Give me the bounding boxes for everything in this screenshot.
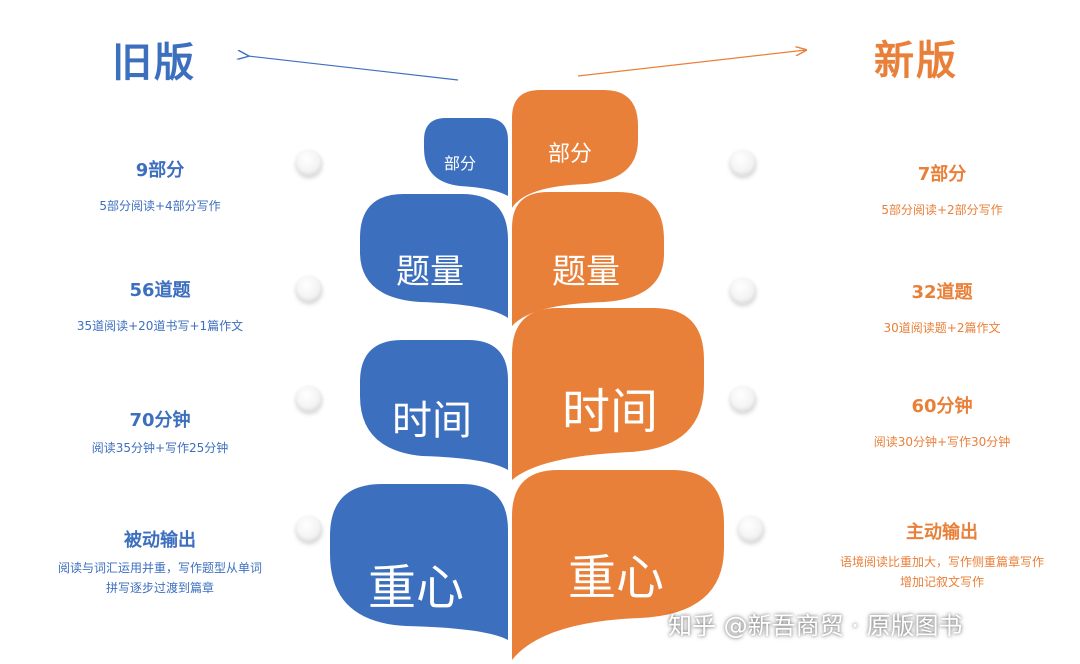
old-leaf-parts xyxy=(424,118,508,196)
old-parts-dot-icon xyxy=(296,150,322,176)
old-focus-detail-line1: 阅读与词汇运用并重，写作题型从单词 xyxy=(57,561,262,575)
new-parts-headline: 7部分 xyxy=(917,164,967,185)
old-parts-info: 9部分 5部分阅读+4部分写作 xyxy=(40,156,280,216)
old-time-info: 70分钟 阅读35分钟+写作25分钟 xyxy=(40,406,280,458)
new-leaf-focus-label: 重心 xyxy=(568,550,665,606)
new-count-dot-icon xyxy=(730,278,756,304)
old-version-title: 旧版 xyxy=(112,40,196,86)
new-time-dot-icon xyxy=(730,386,756,412)
old-time-dot-icon xyxy=(296,386,322,412)
new-parts-info: 7部分 5部分阅读+2部分写作 xyxy=(822,160,1062,220)
new-time-headline: 60分钟 xyxy=(911,396,973,417)
old-count-detail: 35道阅读+20道书写+1篇作文 xyxy=(76,319,244,333)
old-focus-detail-line2: 拼写逐步过渡到篇章 xyxy=(105,581,214,595)
old-leaf-parts-label: 部分 xyxy=(444,154,477,173)
new-focus-detail-line1: 语境阅读比重加大，写作侧重篇章写作 xyxy=(839,555,1044,569)
old-arrow xyxy=(248,56,459,81)
old-parts-headline: 9部分 xyxy=(135,160,185,181)
new-version-title: 新版 xyxy=(874,38,958,84)
new-leaf-focus xyxy=(512,470,724,660)
old-leaf-focus-label: 重心 xyxy=(368,560,465,616)
zhihu-watermark: 知乎 @新吾商贸 · 原版图书 xyxy=(668,612,963,640)
new-time-detail: 阅读30分钟+写作30分钟 xyxy=(873,435,1011,449)
old-leaf-focus xyxy=(330,484,508,640)
new-focus-info: 主动输出 语境阅读比重加大，写作侧重篇章写作 增加记叙文写作 xyxy=(806,518,1078,592)
old-parts-detail: 5部分阅读+4部分写作 xyxy=(99,199,221,213)
old-count-headline: 56道题 xyxy=(129,280,191,301)
old-focus-dot-icon xyxy=(296,516,322,542)
old-leaf-count xyxy=(360,194,508,318)
new-leaf-count xyxy=(512,192,664,326)
new-parts-dot-icon xyxy=(730,150,756,176)
old-count-info: 56道题 35道阅读+20道书写+1篇作文 xyxy=(20,276,300,336)
old-count-dot-icon xyxy=(296,276,322,302)
old-leaf-time-label: 时间 xyxy=(392,398,472,444)
new-arrow xyxy=(577,50,806,77)
new-leaf-count-label: 题量 xyxy=(552,252,620,292)
new-count-info: 32道题 30道阅读题+2篇作文 xyxy=(822,278,1062,338)
old-time-detail: 阅读35分钟+写作25分钟 xyxy=(91,441,229,455)
old-leaf-count-label: 题量 xyxy=(396,252,464,292)
new-count-headline: 32道题 xyxy=(911,282,973,303)
new-focus-dot-icon xyxy=(738,516,764,542)
new-leaf-parts xyxy=(512,90,638,208)
new-parts-detail: 5部分阅读+2部分写作 xyxy=(881,203,1003,217)
new-leaf-time-label: 时间 xyxy=(562,384,659,440)
new-leaf-parts-label: 部分 xyxy=(548,142,593,167)
old-time-headline: 70分钟 xyxy=(129,410,191,431)
old-focus-info: 被动输出 阅读与词汇运用并重，写作题型从单词 拼写逐步过渡到篇章 xyxy=(20,526,300,598)
new-time-info: 60分钟 阅读30分钟+写作30分钟 xyxy=(822,392,1062,452)
new-focus-detail-line2: 增加记叙文写作 xyxy=(899,575,984,589)
new-count-detail: 30道阅读题+2篇作文 xyxy=(883,321,1001,335)
new-leaf-time xyxy=(512,308,704,480)
old-focus-headline: 被动输出 xyxy=(124,530,196,551)
old-leaf-time xyxy=(360,340,508,470)
new-focus-headline: 主动输出 xyxy=(906,522,978,543)
